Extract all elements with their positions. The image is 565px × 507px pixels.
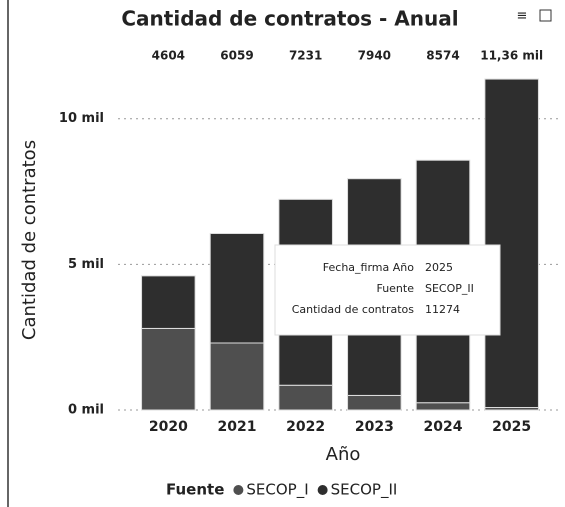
bar-segment (209, 232, 265, 344)
legend-title: Fuente (166, 481, 224, 499)
bar-segment (415, 402, 471, 411)
bar-segment (484, 78, 539, 408)
bar-segment (141, 327, 196, 411)
x-tick-label: 2024 (424, 419, 463, 435)
tooltip-label: Fecha_firma Año (323, 261, 414, 274)
x-tick-label: 2020 (149, 419, 188, 435)
tooltip-value: 11274 (425, 303, 460, 316)
legend: Fuente SECOP_I SECOP_II (166, 481, 397, 500)
bar-segment (347, 394, 402, 411)
bar-segment (278, 384, 333, 411)
total-label: 7231 (289, 49, 322, 63)
y-tick-label: 10 mil (59, 111, 104, 126)
total-label: 6059 (220, 49, 253, 63)
chart-title: Cantidad de contratos - Anual (121, 7, 458, 31)
total-label: 8574 (426, 49, 459, 63)
x-tick-label: 2025 (492, 419, 531, 435)
tooltip-label: Fuente (376, 282, 414, 295)
bar-segment (141, 275, 196, 329)
tooltip: Fecha_firma Año 2025 Fuente SECOP_II Cantida… (274, 244, 501, 336)
legend-label: SECOP_II (331, 481, 398, 500)
y-tick-label: 5 mil (68, 257, 104, 272)
filter-icon[interactable]: ≡ (517, 9, 528, 24)
tooltip-value: 2025 (425, 261, 453, 274)
legend-marker (233, 485, 244, 495)
tooltip-label: Cantidad de contratos (292, 303, 415, 316)
total-label: 7940 (358, 49, 391, 63)
x-tick-label: 2022 (286, 419, 325, 435)
tooltip-value: SECOP_II (425, 282, 474, 295)
legend-label: SECOP_I (246, 481, 308, 500)
total-label: 11,36 mil (480, 49, 543, 63)
tooltip-box (274, 244, 501, 336)
x-axis-title: Año (326, 444, 361, 465)
y-axis-title: Cantidad de contratos (19, 140, 40, 340)
legend-marker (317, 485, 328, 495)
y-tick-label: 0 mil (68, 403, 104, 418)
focus-icon[interactable] (539, 9, 552, 22)
total-label: 4604 (152, 49, 185, 63)
x-tick-label: 2021 (218, 419, 257, 435)
bar-segment (209, 342, 265, 411)
x-tick-label: 2023 (355, 419, 394, 435)
